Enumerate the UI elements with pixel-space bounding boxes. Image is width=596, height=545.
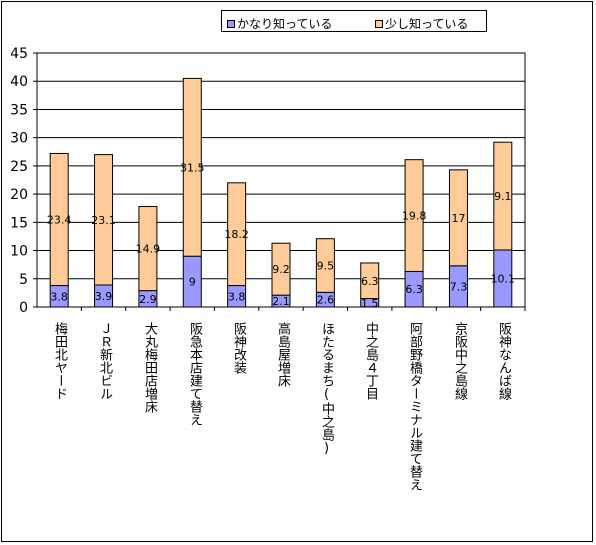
data-label-10-series-2: 9.1 [494,190,512,203]
x-label-8: 阿部野橋ターミナル建て替え [407,322,422,491]
bar-3-series-2 [182,77,202,257]
y-tick-label-3: 15 [10,215,28,231]
bar-2-series-2 [138,206,158,292]
data-label-6-series-1: 2.6 [317,294,335,307]
data-label-0-series-1: 3.8 [50,290,68,303]
y-tick-label-8: 40 [10,74,28,90]
x-label-0: 梅田北ヤード [52,322,67,400]
bar-9-series-2 [448,169,468,267]
legend-item-series-2: 少し知っている [375,15,468,32]
bar-4-series-2 [227,182,247,287]
data-label-2-series-1: 2.9 [139,293,157,306]
data-label-5-series-1: 2.1 [272,295,290,308]
legend-label-series-2: 少し知っている [385,17,469,31]
data-label-9-series-2: 17 [451,212,465,225]
legend-swatch-series-2 [375,19,383,28]
data-label-6-series-2: 9.5 [317,260,335,273]
data-label-8-series-2: 19.8 [402,210,427,223]
x-label-4: 阪神改装 [231,322,246,374]
y-tick-label-4: 20 [10,187,28,203]
data-label-1-series-1: 3.9 [95,290,113,303]
bar-1-series-2 [94,154,114,286]
data-label-7-series-2: 6.3 [361,275,379,288]
bar-0-series-2 [49,152,69,287]
data-label-1-series-2: 23.1 [91,214,116,227]
data-label-10-series-1: 10.1 [491,272,516,285]
data-label-3-series-2: 31.5 [180,161,205,174]
y-tick-label-7: 35 [10,102,28,118]
legend-swatch-series-1 [227,19,235,28]
data-label-9-series-1: 7.3 [450,280,468,293]
bar-7-series-2 [360,262,380,300]
data-label-4-series-2: 18.2 [224,228,249,241]
y-tick-label-0: 0 [19,300,28,316]
y-tick-label-6: 30 [10,131,28,147]
x-label-3: 阪急本店建て替え [187,322,202,426]
bar-6-series-2 [315,238,335,293]
x-label-1: ＪＲ新北ビル [97,322,112,400]
bar-8-series-2 [404,159,424,272]
y-tick-label-9: 45 [10,46,28,62]
y-tick-label-5: 25 [10,159,28,175]
data-label-3-series-1: 9 [189,276,196,289]
bar-10-series-2 [493,141,513,251]
x-label-7: 中之島４丁目 [363,322,378,400]
legend: かなり知っている 少し知っている [221,10,487,32]
data-label-7-series-1: 1.5 [361,297,379,310]
x-label-10: 阪神なんば線 [496,322,511,400]
data-label-2-series-2: 14.9 [136,243,161,256]
y-tick-label-2: 10 [10,244,28,260]
legend-label-series-1: かなり知っている [237,17,333,31]
legend-item-series-1: かなり知っている [227,15,332,32]
x-label-6: ほたるまち(中之島) [319,322,334,456]
x-label-5: 高島屋増床 [275,322,290,387]
data-label-4-series-1: 3.8 [228,290,246,303]
data-label-0-series-2: 23.4 [47,214,72,227]
data-label-8-series-1: 6.3 [405,283,423,296]
x-label-2: 大丸梅田店増床 [142,322,157,413]
bar-5-series-2 [271,242,291,296]
y-tick-label-1: 5 [19,272,28,288]
x-label-9: 京阪中之島線 [452,322,467,400]
data-label-5-series-2: 9.2 [272,263,290,276]
